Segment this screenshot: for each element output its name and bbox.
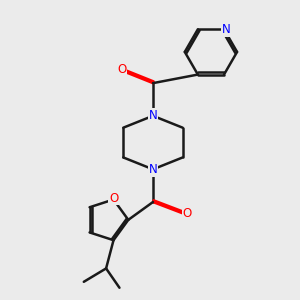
Text: O: O — [182, 207, 192, 220]
Text: N: N — [148, 163, 157, 176]
Text: N: N — [148, 109, 157, 122]
Text: O: O — [117, 63, 126, 76]
Text: N: N — [222, 23, 230, 36]
Text: O: O — [109, 191, 118, 205]
